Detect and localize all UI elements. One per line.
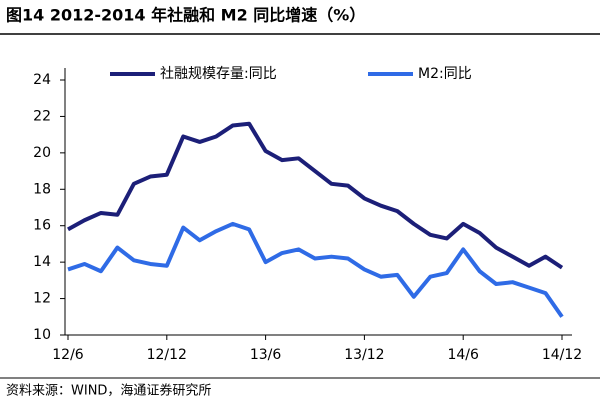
series-line [67,121,564,270]
y-tick-label: 22 [33,108,51,124]
x-tick-label: 12/6 [52,347,84,363]
series-line [67,221,564,318]
y-tick-label: 20 [33,145,51,161]
x-tick-label: 13/12 [344,347,384,363]
y-tick-label: 14 [33,254,51,270]
chart-title: 图14 2012-2014 年社融和 M2 同比增速（%） [6,6,365,25]
y-tick-label: 24 [33,72,51,88]
y-tick-label: 10 [33,327,51,343]
source: 资料来源：WIND，海通证券研究所 [6,383,211,399]
legend-label: M2:同比 [418,66,472,82]
x-tick-label: 14/12 [542,347,582,363]
x-tick-label: 13/6 [250,347,282,363]
x-tick-label: 12/12 [147,347,187,363]
legend-label: 社融规模存量:同比 [160,66,277,82]
y-tick-label: 12 [33,291,51,307]
y-tick-label: 16 [33,218,51,234]
x-tick-label: 14/6 [447,347,479,363]
y-tick-label: 18 [33,181,51,197]
